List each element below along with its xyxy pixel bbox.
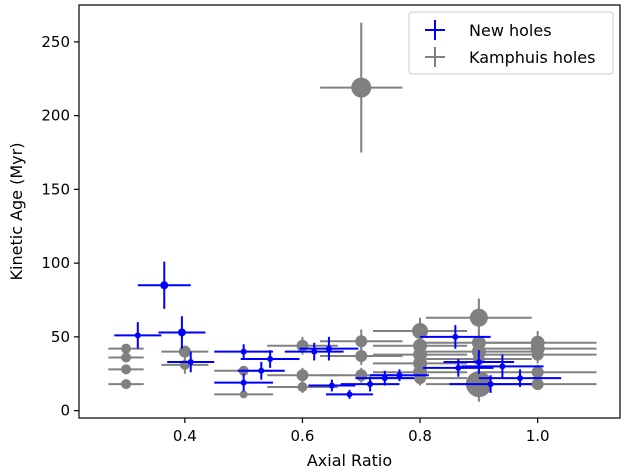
point-marker (325, 345, 332, 352)
point-marker (296, 339, 309, 352)
data-point (240, 350, 300, 368)
point-marker (187, 358, 194, 365)
plot-frame (78, 4, 621, 419)
data-point (214, 344, 274, 359)
point-marker (121, 364, 132, 375)
y-tick-label: 250 (41, 33, 70, 51)
plot-border (78, 4, 621, 419)
data-point (167, 351, 215, 373)
legend: New holes Kamphuis holes (408, 11, 614, 75)
point-marker (258, 367, 265, 374)
x-tick-label: 0.6 (291, 427, 315, 445)
series-kamphuis-holes (108, 22, 597, 402)
legend-entry: New holes (425, 20, 552, 40)
data-point (161, 345, 209, 358)
point-marker (351, 77, 372, 98)
point-marker (396, 372, 403, 379)
point-marker (121, 343, 132, 354)
data-point (237, 361, 285, 380)
data-point (158, 316, 206, 349)
legend-label: New holes (469, 21, 552, 40)
y-tick-label: 0 (60, 402, 70, 420)
y-tick-label: 100 (41, 254, 70, 272)
point-marker (455, 364, 462, 371)
point-marker (296, 369, 309, 382)
data-point (420, 325, 491, 349)
legend-box (408, 11, 614, 75)
x-tick-label: 0.4 (173, 427, 197, 445)
data-point (308, 379, 356, 392)
point-marker (177, 328, 186, 337)
point-marker (121, 379, 132, 390)
point-marker (134, 332, 141, 339)
data-point (299, 336, 359, 361)
axis-ticks: 0.4 0.6 0.8 1.0 0 50 100 150 200 250 (41, 33, 549, 445)
data-point (478, 369, 562, 388)
data-point (461, 354, 544, 379)
point-marker (355, 369, 368, 382)
data-point (373, 317, 468, 345)
series-new-holes (114, 261, 562, 399)
y-axis-label: Kinetic Age (Myr) (7, 143, 26, 281)
point-marker (414, 372, 427, 385)
x-tick-label: 1.0 (526, 427, 550, 445)
point-marker (297, 382, 308, 393)
data-point (108, 379, 144, 390)
point-marker (531, 348, 544, 361)
point-marker (240, 379, 247, 386)
point-marker (517, 375, 524, 382)
data-point (137, 261, 191, 309)
point-marker (160, 281, 169, 290)
data-point (478, 345, 597, 364)
point-marker (121, 352, 132, 363)
data-point (267, 367, 338, 383)
point-marker (267, 356, 274, 362)
data-point (355, 370, 415, 386)
data-point (161, 356, 209, 374)
data-point (214, 390, 274, 399)
point-marker (469, 308, 488, 327)
point-marker (412, 322, 429, 339)
data-point (320, 347, 403, 365)
point-marker (367, 381, 374, 388)
point-marker (531, 378, 544, 391)
data-point (267, 381, 338, 393)
points-layer (108, 22, 597, 402)
point-marker (355, 350, 368, 363)
point-marker (178, 345, 191, 358)
y-tick-label: 150 (41, 180, 70, 198)
point-marker (487, 381, 494, 388)
x-tick-label: 0.8 (408, 427, 432, 445)
legend-label: Kamphuis holes (469, 48, 595, 67)
data-point (370, 369, 429, 382)
data-point (325, 389, 374, 399)
point-marker (311, 348, 318, 355)
data-point (108, 364, 144, 375)
point-marker (499, 363, 506, 370)
data-point (214, 373, 274, 392)
point-marker (381, 375, 388, 382)
x-axis-label: Axial Ratio (307, 451, 392, 470)
data-point (320, 22, 403, 153)
data-point (284, 342, 344, 361)
y-tick-label: 200 (41, 107, 70, 125)
point-marker (452, 333, 459, 340)
point-marker (239, 390, 248, 399)
point-marker (475, 358, 482, 365)
point-marker (531, 366, 544, 379)
point-marker (240, 348, 247, 355)
point-marker (346, 391, 353, 398)
data-point (108, 352, 144, 363)
point-marker (355, 335, 368, 348)
legend-entry: Kamphuis holes (425, 47, 595, 67)
point-marker (328, 382, 335, 389)
data-point (114, 322, 162, 349)
data-point (425, 298, 532, 337)
y-tick-label: 50 (51, 328, 70, 346)
